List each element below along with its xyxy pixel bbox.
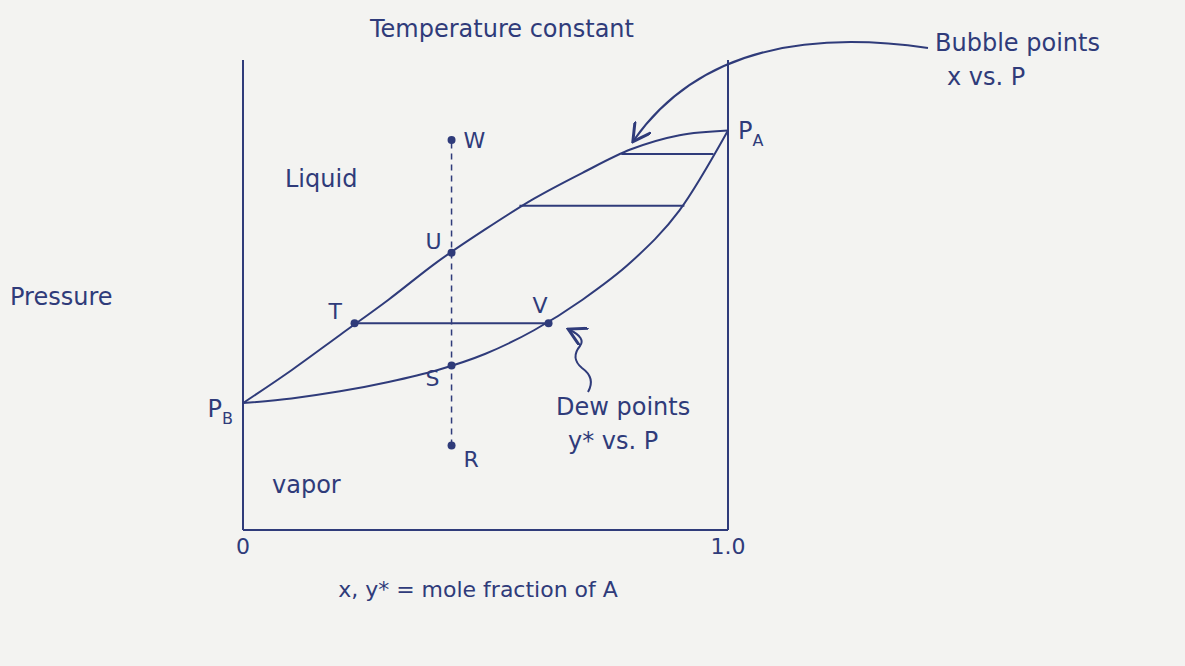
svg-text:0: 0	[236, 534, 250, 559]
html-text:Pressure: Pressure	[10, 283, 113, 311]
svg-text:T: T	[328, 299, 343, 324]
svg-text:S: S	[426, 366, 440, 391]
html-text:y* vs. P: y* vs. P	[568, 427, 659, 455]
svg-text:W: W	[464, 128, 486, 153]
svg-text:PB: PB	[208, 395, 233, 428]
html-text:Liquid: Liquid	[285, 165, 358, 193]
html-text:x, y* = mole fraction of A: x, y* = mole fraction of A	[338, 577, 618, 602]
html-text:Temperature constant: Temperature constant	[370, 15, 634, 43]
html-text:vapor: vapor	[272, 471, 341, 499]
svg-text:PA: PA	[738, 117, 763, 150]
html-text:Dew points: Dew points	[556, 393, 691, 421]
svg-text:U: U	[426, 229, 442, 254]
svg-text:R: R	[464, 447, 479, 472]
html-text:x vs. P: x vs. P	[947, 63, 1026, 91]
svg-text:1.0: 1.0	[711, 534, 746, 559]
html-text:Bubble points: Bubble points	[935, 29, 1100, 57]
svg-text:V: V	[533, 293, 548, 318]
